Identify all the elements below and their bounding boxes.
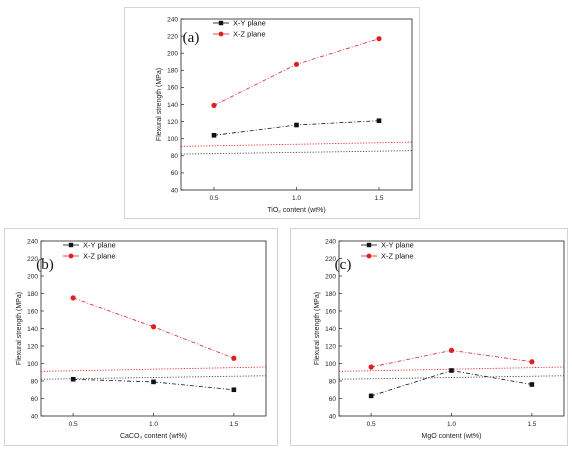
chart-a-x-tick-label: 1.0 (292, 195, 301, 202)
chart-a-x-tick-label: 0.5 (209, 195, 218, 202)
chart-a-y-tick-label: 80 (171, 153, 179, 160)
chart-c-reference-line-xy (338, 375, 565, 380)
chart-c-point-xy (529, 382, 535, 387)
chart-a-y-tick-label: 220 (167, 33, 178, 40)
chart-c-point-xz (368, 364, 374, 370)
chart-b-y-tick-label: 220 (27, 256, 38, 263)
chart-b-x-axis-title: CaCO₃ content (wt%) (120, 433, 187, 440)
chart-c-y-axis-title: Flexural strength (MPa) (314, 292, 321, 365)
chart-c-x-tick-label: 1.0 (447, 421, 456, 428)
chart-b-y-tick-label: 60 (31, 396, 39, 403)
chart-b-y-tick-label: 140 (27, 326, 38, 333)
chart-b-reference-line-xy (40, 375, 267, 380)
chart-a-y-tick-label: 140 (167, 102, 178, 109)
chart-panel-a: 40 60 80 100 120 140 160 180 200 220 240 0.5 1.0 1.5 T… (124, 7, 420, 219)
chart-b-y-axis-title: Flexural strength (MPa) (16, 292, 23, 365)
chart-b-x-tick-label: 0.5 (69, 421, 78, 428)
chart-c-legend-label-xz: X-Z plane (381, 252, 414, 261)
chart-a-y-tick-label: 160 (167, 85, 178, 92)
chart-c-x-tick-label: 1.5 (527, 421, 536, 428)
chart-c-y-tick-label: 140 (325, 326, 336, 333)
chart-b-y-tick-label: 160 (27, 308, 38, 315)
chart-c-legend-marker-xy (366, 242, 372, 248)
chart-a-y-tick-label: 240 (167, 16, 178, 23)
chart-a-y-tick-label: 60 (171, 170, 179, 177)
chart-a-legend-marker-xy (218, 20, 224, 26)
chart-c-y-tick-label: 40 (329, 413, 337, 420)
chart-b-y-tick-label: 200 (27, 273, 38, 280)
chart-c-y-tick-label: 160 (325, 308, 336, 315)
chart-a-y-tick-label: 180 (167, 68, 178, 75)
chart-b-point-xy (70, 376, 76, 382)
chart-a-legend-marker-xz (218, 31, 224, 37)
chart-b-y-tick-label: 100 (27, 361, 38, 368)
chart-a-y-axis-title: Flexural strength (MPa) (156, 68, 163, 141)
chart-c-y-tick-label: 120 (325, 343, 336, 350)
chart-b-legend-marker-xy (68, 242, 74, 248)
chart-c-panel-label: (c) (335, 257, 352, 273)
chart-c-y-tick-label: 200 (325, 273, 336, 280)
chart-a-point-xz (293, 61, 300, 67)
chart-c-series-xy-line (370, 370, 532, 397)
chart-c-x-tick-label: 0.5 (367, 421, 376, 428)
chart-c-y-tick-label: 220 (325, 256, 336, 263)
chart-panel-b: 40 60 80 100 120 140 160 180 200 220 240 0.5 1.0 1.5 C… (4, 228, 278, 446)
chart-panel-c: 40 60 80 100 120 140 160 180 200 220 240 0.5 1.0 1.5 M… (290, 228, 568, 446)
chart-c-y-tick-label: 180 (325, 291, 336, 298)
chart-a-y-tick-label: 100 (167, 136, 178, 143)
chart-c-y-tick-label: 60 (329, 396, 337, 403)
chart-b-x-tick-label: 1.5 (229, 421, 238, 428)
chart-a-reference-line-xz (180, 141, 413, 147)
chart-b-y-tick-label: 180 (27, 291, 38, 298)
chart-c-point-xz (529, 359, 535, 365)
chart-a-point-xz (211, 102, 217, 108)
chart-a-point-xy (294, 122, 299, 128)
chart-b-reference-line-xz (40, 366, 267, 372)
chart-b-legend-marker-xz (68, 253, 74, 259)
chart-b-legend-label-xy: X-Y plane (83, 241, 116, 250)
chart-a-x-tick-label: 1.5 (374, 195, 383, 202)
chart-a-series-xz-line (213, 38, 380, 106)
chart-a-point-xy (376, 118, 382, 124)
chart-b-y-tick-label: 40 (31, 413, 39, 420)
chart-a-point-xz (376, 36, 382, 42)
chart-c-y-tick-label: 100 (325, 361, 336, 368)
chart-b-point-xy (151, 379, 156, 385)
chart-c-legend-marker-xz (366, 253, 372, 259)
chart-a-x-axis-title: TiO₂ content (wt%) (267, 207, 325, 214)
chart-b-panel-label: (b) (36, 257, 54, 273)
chart-c-plot-area (338, 240, 565, 417)
chart-a-reference-line-xy (180, 150, 413, 155)
chart-a-point-xy (211, 132, 217, 138)
chart-b-x-tick-label: 1.0 (149, 421, 158, 428)
chart-b-point-xz (231, 355, 237, 361)
chart-c-y-tick-label: 240 (325, 238, 336, 245)
chart-a-y-tick-label: 200 (167, 51, 178, 58)
chart-a-svg: 40 60 80 100 120 140 160 180 200 220 240 0.5 1.0 1.5 T… (156, 16, 413, 214)
chart-b-point-xz (150, 324, 157, 330)
chart-b-y-tick-label: 240 (27, 238, 38, 245)
chart-a-legend-label-xz: X-Z plane (233, 30, 266, 39)
chart-c-point-xy (368, 393, 374, 399)
chart-c-x-axis-title: MgO content (wt%) (422, 433, 482, 440)
chart-b-y-tick-label: 120 (27, 343, 38, 350)
chart-a-panel-label: (a) (183, 30, 200, 46)
chart-b-legend-label-xz: X-Z plane (83, 252, 116, 261)
chart-b-series-xz-line (72, 297, 235, 359)
chart-b-y-tick-label: 80 (31, 378, 39, 385)
chart-a-y-tick-label: 40 (171, 187, 179, 194)
chart-c-point-xz (448, 347, 455, 353)
chart-c-y-tick-label: 80 (329, 378, 337, 385)
chart-b-svg: 40 60 80 100 120 140 160 180 200 220 240 0.5 1.0 1.5 C… (16, 238, 267, 440)
chart-b-point-xy (231, 387, 237, 393)
chart-b-point-xz (70, 295, 76, 301)
chart-c-svg: 40 60 80 100 120 140 160 180 200 220 240 0.5 1.0 1.5 M… (314, 238, 565, 440)
chart-c-point-xy (449, 368, 454, 373)
chart-a-legend-label-xy: X-Y plane (233, 19, 266, 28)
chart-a-y-tick-label: 120 (167, 119, 178, 126)
chart-c-legend-label-xy: X-Y plane (381, 241, 414, 250)
